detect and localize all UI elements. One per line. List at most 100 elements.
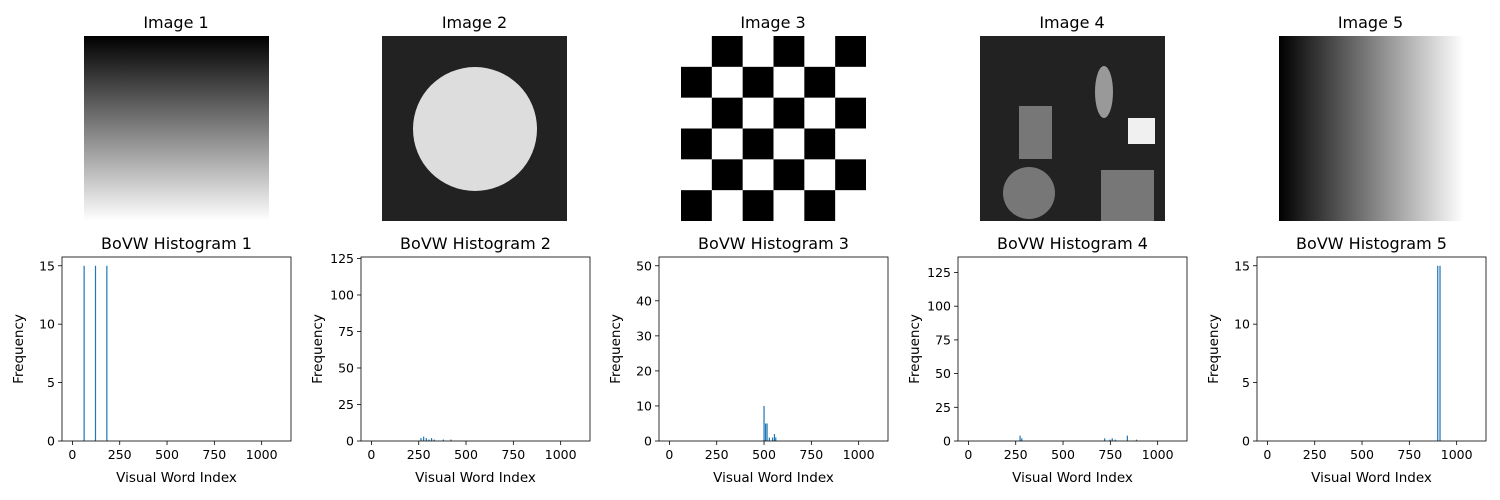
checker-cell bbox=[681, 128, 712, 160]
x-tick-label: 250 bbox=[407, 447, 431, 462]
histogram-bar bbox=[1021, 438, 1023, 441]
histogram-bar bbox=[1437, 265, 1439, 441]
histogram-bar bbox=[83, 265, 85, 441]
gray-circle-shape bbox=[1003, 167, 1055, 219]
histogram-bar bbox=[1111, 438, 1113, 441]
y-tick-label: 0 bbox=[47, 434, 55, 449]
image-title-1: Image 1 bbox=[143, 13, 208, 32]
checker-cell bbox=[681, 190, 712, 221]
y-tick-label: 0 bbox=[644, 434, 652, 449]
image-panel-4: Image 4 bbox=[980, 13, 1165, 221]
x-tick-label: 250 bbox=[1303, 447, 1327, 462]
axes-frame bbox=[658, 256, 889, 442]
x-tick-label: 250 bbox=[1004, 447, 1028, 462]
image-panel-2: Image 2 bbox=[382, 13, 567, 221]
x-tick-label: 750 bbox=[202, 447, 226, 462]
histogram-bar bbox=[423, 436, 425, 441]
x-tick-label: 500 bbox=[454, 447, 478, 462]
histogram-title: BoVW Histogram 1 bbox=[101, 234, 252, 253]
histogram-bar bbox=[433, 439, 435, 441]
x-tick-label: 0 bbox=[964, 447, 972, 462]
y-tick-label: 10 bbox=[1234, 317, 1250, 332]
x-tick-label: 0 bbox=[68, 447, 76, 462]
y-tick-label: 5 bbox=[47, 375, 55, 390]
y-tick-label: 25 bbox=[935, 400, 951, 415]
y-tick-label: 50 bbox=[338, 360, 354, 375]
x-axis-label: Visual Word Index bbox=[116, 470, 237, 486]
histogram-bar bbox=[763, 405, 765, 441]
histogram-title: BoVW Histogram 4 bbox=[997, 234, 1148, 253]
histogram-panel-5: BoVW Histogram 5 0 250 500 750 1000 0 5 10 15 Visu… bbox=[1206, 234, 1487, 486]
y-tick-label: 100 bbox=[330, 287, 354, 302]
x-tick-label: 250 bbox=[705, 447, 729, 462]
checker-cell bbox=[804, 66, 836, 98]
checker-cell bbox=[681, 66, 712, 98]
histogram-title: BoVW Histogram 2 bbox=[400, 234, 551, 253]
checker-cell bbox=[711, 97, 743, 129]
y-tick-label: 10 bbox=[39, 317, 55, 332]
histogram-title: BoVW Histogram 5 bbox=[1296, 234, 1447, 253]
y-tick-label: 15 bbox=[39, 258, 55, 273]
white-square-shape bbox=[1128, 118, 1155, 144]
axes-frame bbox=[61, 256, 292, 442]
y-tick-label: 50 bbox=[636, 258, 652, 273]
x-tick-label: 750 bbox=[1098, 447, 1122, 462]
histogram-bar bbox=[1019, 435, 1021, 441]
histogram-panel-2: BoVW Histogram 2 0 250 500 750 1000 0 25 50 75 100… bbox=[310, 234, 591, 486]
x-axis-label: Visual Word Index bbox=[1311, 470, 1432, 486]
y-tick-label: 75 bbox=[935, 332, 951, 347]
checker-cell bbox=[711, 36, 743, 67]
histogram-bar bbox=[425, 438, 427, 441]
y-tick-label: 25 bbox=[338, 397, 354, 412]
x-tick-label: 750 bbox=[501, 447, 525, 462]
y-tick-label: 40 bbox=[636, 293, 652, 308]
x-axis-label: Visual Word Index bbox=[1012, 470, 1133, 486]
histogram-bar bbox=[768, 437, 770, 441]
histogram-bar bbox=[1126, 435, 1128, 441]
y-tick-label: 125 bbox=[927, 265, 951, 280]
gray-rectangle-shape bbox=[1019, 106, 1052, 159]
image-panel-1: Image 1 bbox=[84, 13, 269, 221]
circle-shape bbox=[413, 67, 537, 191]
histogram-bar bbox=[1439, 265, 1441, 441]
histogram-bar bbox=[1109, 439, 1111, 441]
checker-cell bbox=[773, 36, 805, 67]
checker-cell bbox=[711, 159, 743, 191]
image-title-5: Image 5 bbox=[1338, 13, 1403, 32]
checker-cell bbox=[835, 159, 866, 191]
histogram-title: BoVW Histogram 3 bbox=[698, 234, 849, 253]
histogram-bar bbox=[775, 437, 777, 441]
histogram-bar bbox=[764, 423, 767, 441]
y-tick-label: 10 bbox=[636, 398, 652, 413]
axes-frame bbox=[1256, 256, 1487, 442]
checker-cell bbox=[773, 97, 805, 129]
checker-cell bbox=[835, 36, 866, 67]
histogram-panel-4: BoVW Histogram 4 0 250 500 750 1000 0 25 50 75 100… bbox=[907, 234, 1188, 486]
image-panel-5: Image 5 bbox=[1279, 13, 1464, 221]
y-tick-label: 0 bbox=[346, 434, 354, 449]
histogram-bar bbox=[766, 423, 768, 441]
image-title-4: Image 4 bbox=[1039, 13, 1104, 32]
histogram-bar bbox=[428, 439, 430, 441]
x-tick-label: 250 bbox=[108, 447, 132, 462]
vertical-gradient-image bbox=[84, 36, 269, 221]
histogram-bar bbox=[430, 438, 433, 441]
y-axis-label: Frequency bbox=[310, 314, 326, 384]
checker-cell bbox=[742, 190, 774, 221]
image-title-2: Image 2 bbox=[442, 13, 507, 32]
y-tick-label: 20 bbox=[636, 363, 652, 378]
y-tick-label: 0 bbox=[1242, 434, 1250, 449]
checker-cell bbox=[742, 66, 774, 98]
histogram-bar bbox=[450, 439, 452, 441]
histogram-bar bbox=[106, 265, 108, 441]
histogram-panel-3: BoVW Histogram 3 0 250 500 750 1000 0 10 20 30 40 5… bbox=[608, 234, 889, 486]
x-axis-label: Visual Word Index bbox=[713, 470, 834, 486]
gray-ellipse-shape bbox=[1095, 66, 1113, 118]
x-tick-label: 500 bbox=[1350, 447, 1374, 462]
checker-cell bbox=[804, 128, 836, 160]
y-tick-label: 0 bbox=[943, 434, 951, 449]
checker-cell bbox=[804, 190, 836, 221]
x-tick-label: 750 bbox=[1397, 447, 1421, 462]
y-axis-label: Frequency bbox=[907, 314, 923, 384]
